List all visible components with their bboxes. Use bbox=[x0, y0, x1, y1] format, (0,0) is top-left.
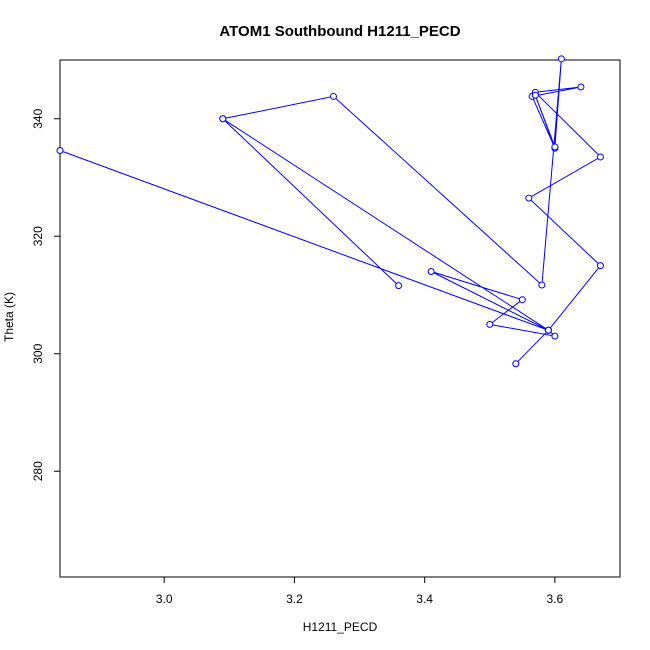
data-point bbox=[219, 115, 227, 123]
x-tick-label: 3.4 bbox=[416, 592, 433, 606]
data-point bbox=[486, 320, 494, 328]
data-point bbox=[525, 194, 533, 202]
data-point bbox=[551, 332, 559, 340]
data-point bbox=[596, 262, 604, 270]
data-point bbox=[538, 281, 546, 289]
y-tick-label: 280 bbox=[31, 461, 45, 481]
y-tick-label: 300 bbox=[31, 343, 45, 363]
y-axis: 280 300 320 340 bbox=[31, 108, 60, 481]
data-point bbox=[596, 153, 604, 161]
data-point bbox=[395, 282, 403, 290]
y-tick-label: 340 bbox=[31, 108, 45, 128]
series-layer bbox=[56, 55, 604, 368]
chart-title: ATOM1 Southbound H1211_PECD bbox=[219, 23, 460, 40]
y-tick-label: 320 bbox=[31, 226, 45, 246]
plot-frame bbox=[59, 59, 621, 578]
data-point bbox=[531, 91, 539, 99]
data-point bbox=[518, 296, 526, 304]
data-point bbox=[329, 92, 337, 100]
data-point bbox=[577, 83, 585, 91]
x-tick-label: 3.2 bbox=[286, 592, 303, 606]
data-point bbox=[512, 360, 520, 368]
data-point bbox=[551, 143, 559, 151]
data-point bbox=[427, 268, 435, 275]
data-point bbox=[544, 326, 552, 334]
x-tick-label: 3.0 bbox=[156, 592, 173, 606]
x-axis-label: H1211_PECD bbox=[303, 620, 378, 634]
data-point bbox=[56, 146, 64, 154]
data-point bbox=[557, 55, 565, 63]
y-axis-label: Theta (K) bbox=[2, 292, 16, 342]
x-tick-label: 3.6 bbox=[547, 592, 564, 606]
x-axis: 3.0 3.2 3.4 3.6 bbox=[156, 577, 564, 606]
